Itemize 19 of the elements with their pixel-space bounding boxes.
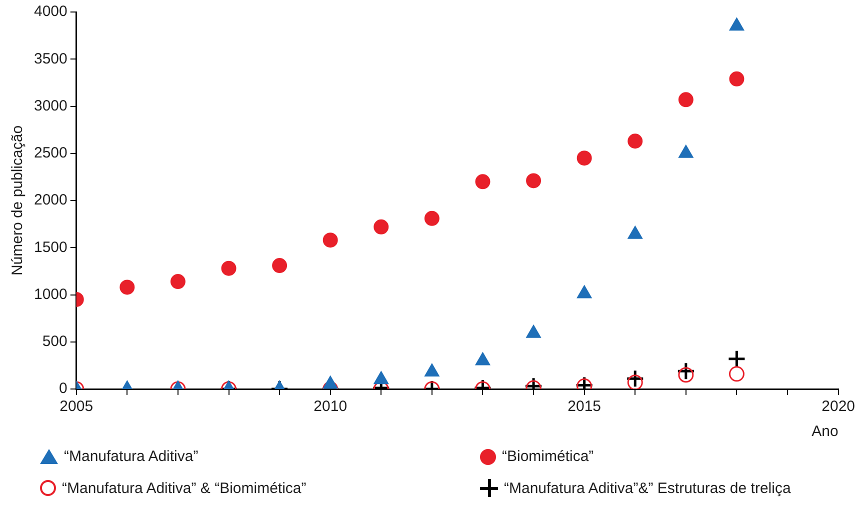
y-tick-label: 2000	[34, 192, 68, 209]
y-tick-label: 0	[59, 380, 68, 398]
x-tick-label: 2020	[822, 398, 856, 416]
y-tick-label: 3000	[34, 97, 68, 114]
y-tick-label: 4000	[34, 3, 68, 20]
y-tick-label: 1500	[34, 238, 68, 256]
legend-label: “Biomimética”	[502, 448, 594, 465]
legend-label: “Manufatura Aditiva”	[64, 448, 198, 465]
x-tick-label: 2005	[60, 398, 94, 416]
y-tick-label: 3500	[34, 50, 68, 68]
x-axis-title: Ano	[812, 423, 838, 440]
y-tick-label: 2500	[34, 144, 68, 162]
x-tick-label: 2010	[314, 398, 348, 416]
y-tick-label: 500	[42, 333, 68, 350]
legend-label: “Manufatura Aditiva” & “Biomimética”	[62, 480, 306, 496]
y-axis-title: Número de publicação	[9, 125, 26, 276]
x-tick-label: 2015	[568, 398, 602, 416]
legend-label: “Manufatura Aditiva”&” Estruturas de treliça	[504, 480, 791, 496]
y-tick-label: 1000	[34, 286, 68, 303]
